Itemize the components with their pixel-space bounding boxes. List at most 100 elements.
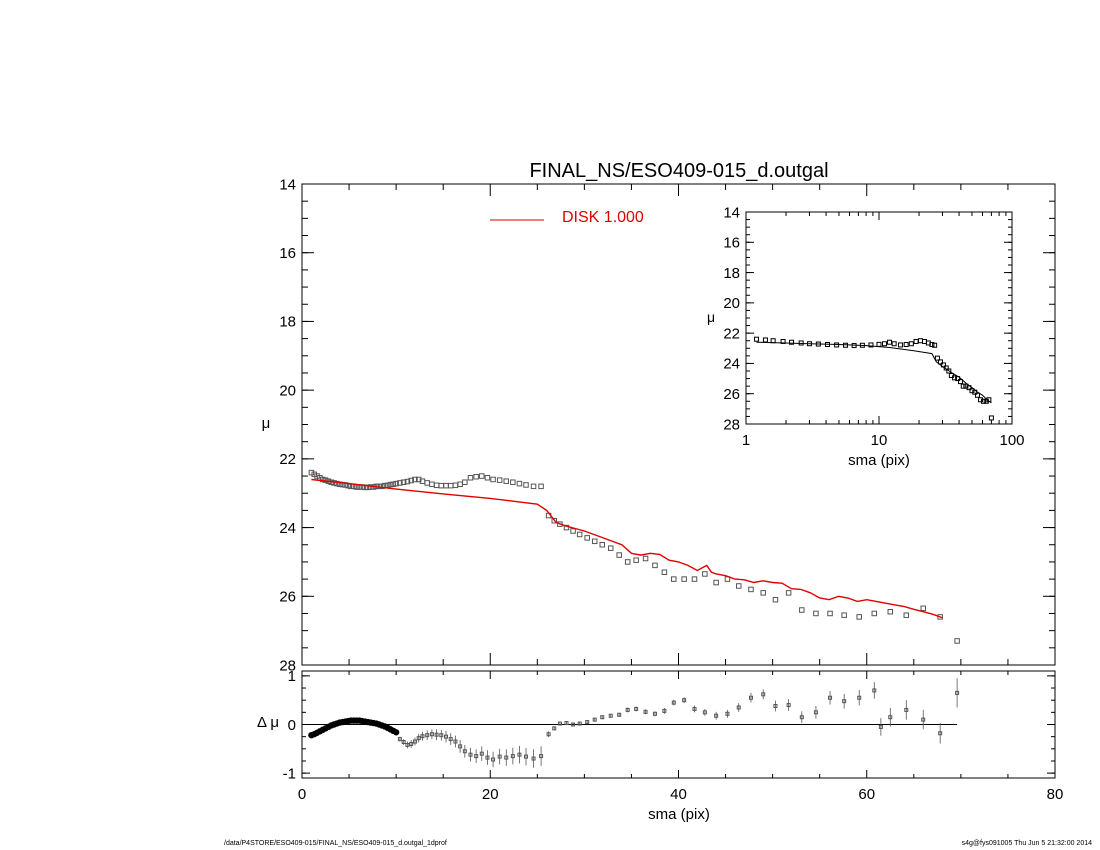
main-data-point <box>616 552 622 558</box>
main-data-point <box>772 596 779 603</box>
residual-data-point <box>872 688 877 693</box>
residual-data-point <box>444 734 449 739</box>
residual-data-point <box>557 721 562 726</box>
main-data-point <box>813 610 819 617</box>
residual-data-point <box>539 754 544 759</box>
residual-data-point <box>617 712 622 717</box>
inset-x-axis-label: sma (pix) <box>848 452 910 469</box>
inset-data-point <box>960 383 966 389</box>
residual-data-point <box>955 690 960 695</box>
main-data-point <box>379 483 385 490</box>
inset-data-point <box>974 392 980 398</box>
inset-data-point <box>937 359 943 365</box>
inset-y-tick-label: 18 <box>723 265 740 282</box>
main-data-point <box>642 555 649 562</box>
footer-timestamp: s4g@fys091005 Thu Jun 5 21:32:00 2014 <box>961 840 1092 847</box>
residual-data-point <box>448 737 453 742</box>
residual-data-point <box>405 742 410 747</box>
residual-data-point <box>702 710 707 715</box>
main-data-point <box>452 482 459 489</box>
main-y-tick-label: 26 <box>279 589 296 606</box>
main-data-point <box>691 576 698 582</box>
main-y-tick-label: 28 <box>279 657 296 674</box>
main-data-point <box>624 559 631 565</box>
inset-data-point <box>882 341 888 347</box>
residual-data-point <box>786 703 791 708</box>
main-data-point <box>841 612 847 618</box>
main-data-point <box>467 475 474 481</box>
residual-data-point <box>412 739 417 744</box>
main-data-point <box>671 576 677 582</box>
main-data-point <box>400 479 407 485</box>
residual-x-tick-label: 60 <box>858 786 875 803</box>
residual-data-point <box>434 732 439 737</box>
residual-data-point <box>671 700 676 705</box>
main-data-point <box>390 481 397 488</box>
main-data-point <box>462 479 468 485</box>
main-data-point <box>591 538 598 545</box>
inset-y-tick-label: 26 <box>723 386 740 403</box>
residual-data-point <box>643 709 648 714</box>
residual-data-point <box>748 695 753 700</box>
inset-y-tick-label: 24 <box>723 356 740 373</box>
main-data-point <box>308 469 315 476</box>
main-data-point <box>415 476 422 483</box>
residual-data-point <box>517 752 522 757</box>
y-axis-label: μ <box>262 415 271 432</box>
inset-y-axis-label: μ <box>707 309 715 325</box>
inset-y-tick-label: 22 <box>723 325 740 342</box>
main-data-point <box>871 610 878 617</box>
main-data-point <box>551 517 558 524</box>
residual-data-point <box>736 705 741 710</box>
residual-data-point <box>799 715 804 720</box>
main-data-point <box>503 478 510 484</box>
inset-data-point <box>876 341 882 347</box>
residual-data-point <box>479 751 484 756</box>
residual-y-axis-label: Δ μ <box>257 714 279 731</box>
residual-data-point <box>458 744 463 749</box>
inset-y-tick-label: 14 <box>723 204 740 221</box>
main-data-point <box>334 480 340 487</box>
residual-data-point <box>474 754 479 759</box>
residual-data-point <box>725 711 730 716</box>
main-data-point <box>576 531 583 538</box>
main-data-point <box>457 481 463 488</box>
main-data-point <box>954 638 960 644</box>
inset-data-point <box>903 342 909 347</box>
main-data-point <box>713 579 719 586</box>
residual-data-point <box>600 715 605 720</box>
inset-data-point <box>762 337 768 343</box>
main-data-point <box>702 571 708 577</box>
main-y-tick-label: 14 <box>279 176 296 193</box>
residual-data-point <box>416 736 421 741</box>
residual-data-point <box>429 732 434 737</box>
residual-data-point <box>546 732 551 737</box>
residual-data-point <box>682 698 687 703</box>
main-data-point <box>393 480 399 487</box>
residual-data-point <box>904 707 909 712</box>
main-data-point <box>661 569 668 575</box>
main-model-line <box>311 478 943 619</box>
residual-data-point <box>571 722 576 727</box>
main-data-point <box>490 476 496 483</box>
inset-data-point <box>980 398 986 404</box>
main-data-point <box>429 481 435 488</box>
residual-data-point <box>485 755 490 760</box>
residual-data-point <box>662 708 667 713</box>
residual-data-point <box>531 756 536 761</box>
legend: DISK 1.000 <box>490 209 644 226</box>
main-data-point <box>412 476 418 483</box>
residual-data-point <box>504 755 509 760</box>
main-data-point <box>331 480 337 486</box>
residual-data-point <box>524 754 529 759</box>
inset-data-point <box>946 368 952 374</box>
residual-data-point <box>878 724 883 729</box>
residual-data-point <box>552 726 557 731</box>
residual-data-point <box>921 717 926 722</box>
inset-panel: μ sma (pix) 1 10 100 14 16 18 20 22 24 26 28 <box>707 204 1025 469</box>
residual-data-point <box>425 733 430 738</box>
main-data-point <box>760 590 766 596</box>
main-y-tick-label: 20 <box>279 382 296 399</box>
main-data-point <box>652 562 658 569</box>
